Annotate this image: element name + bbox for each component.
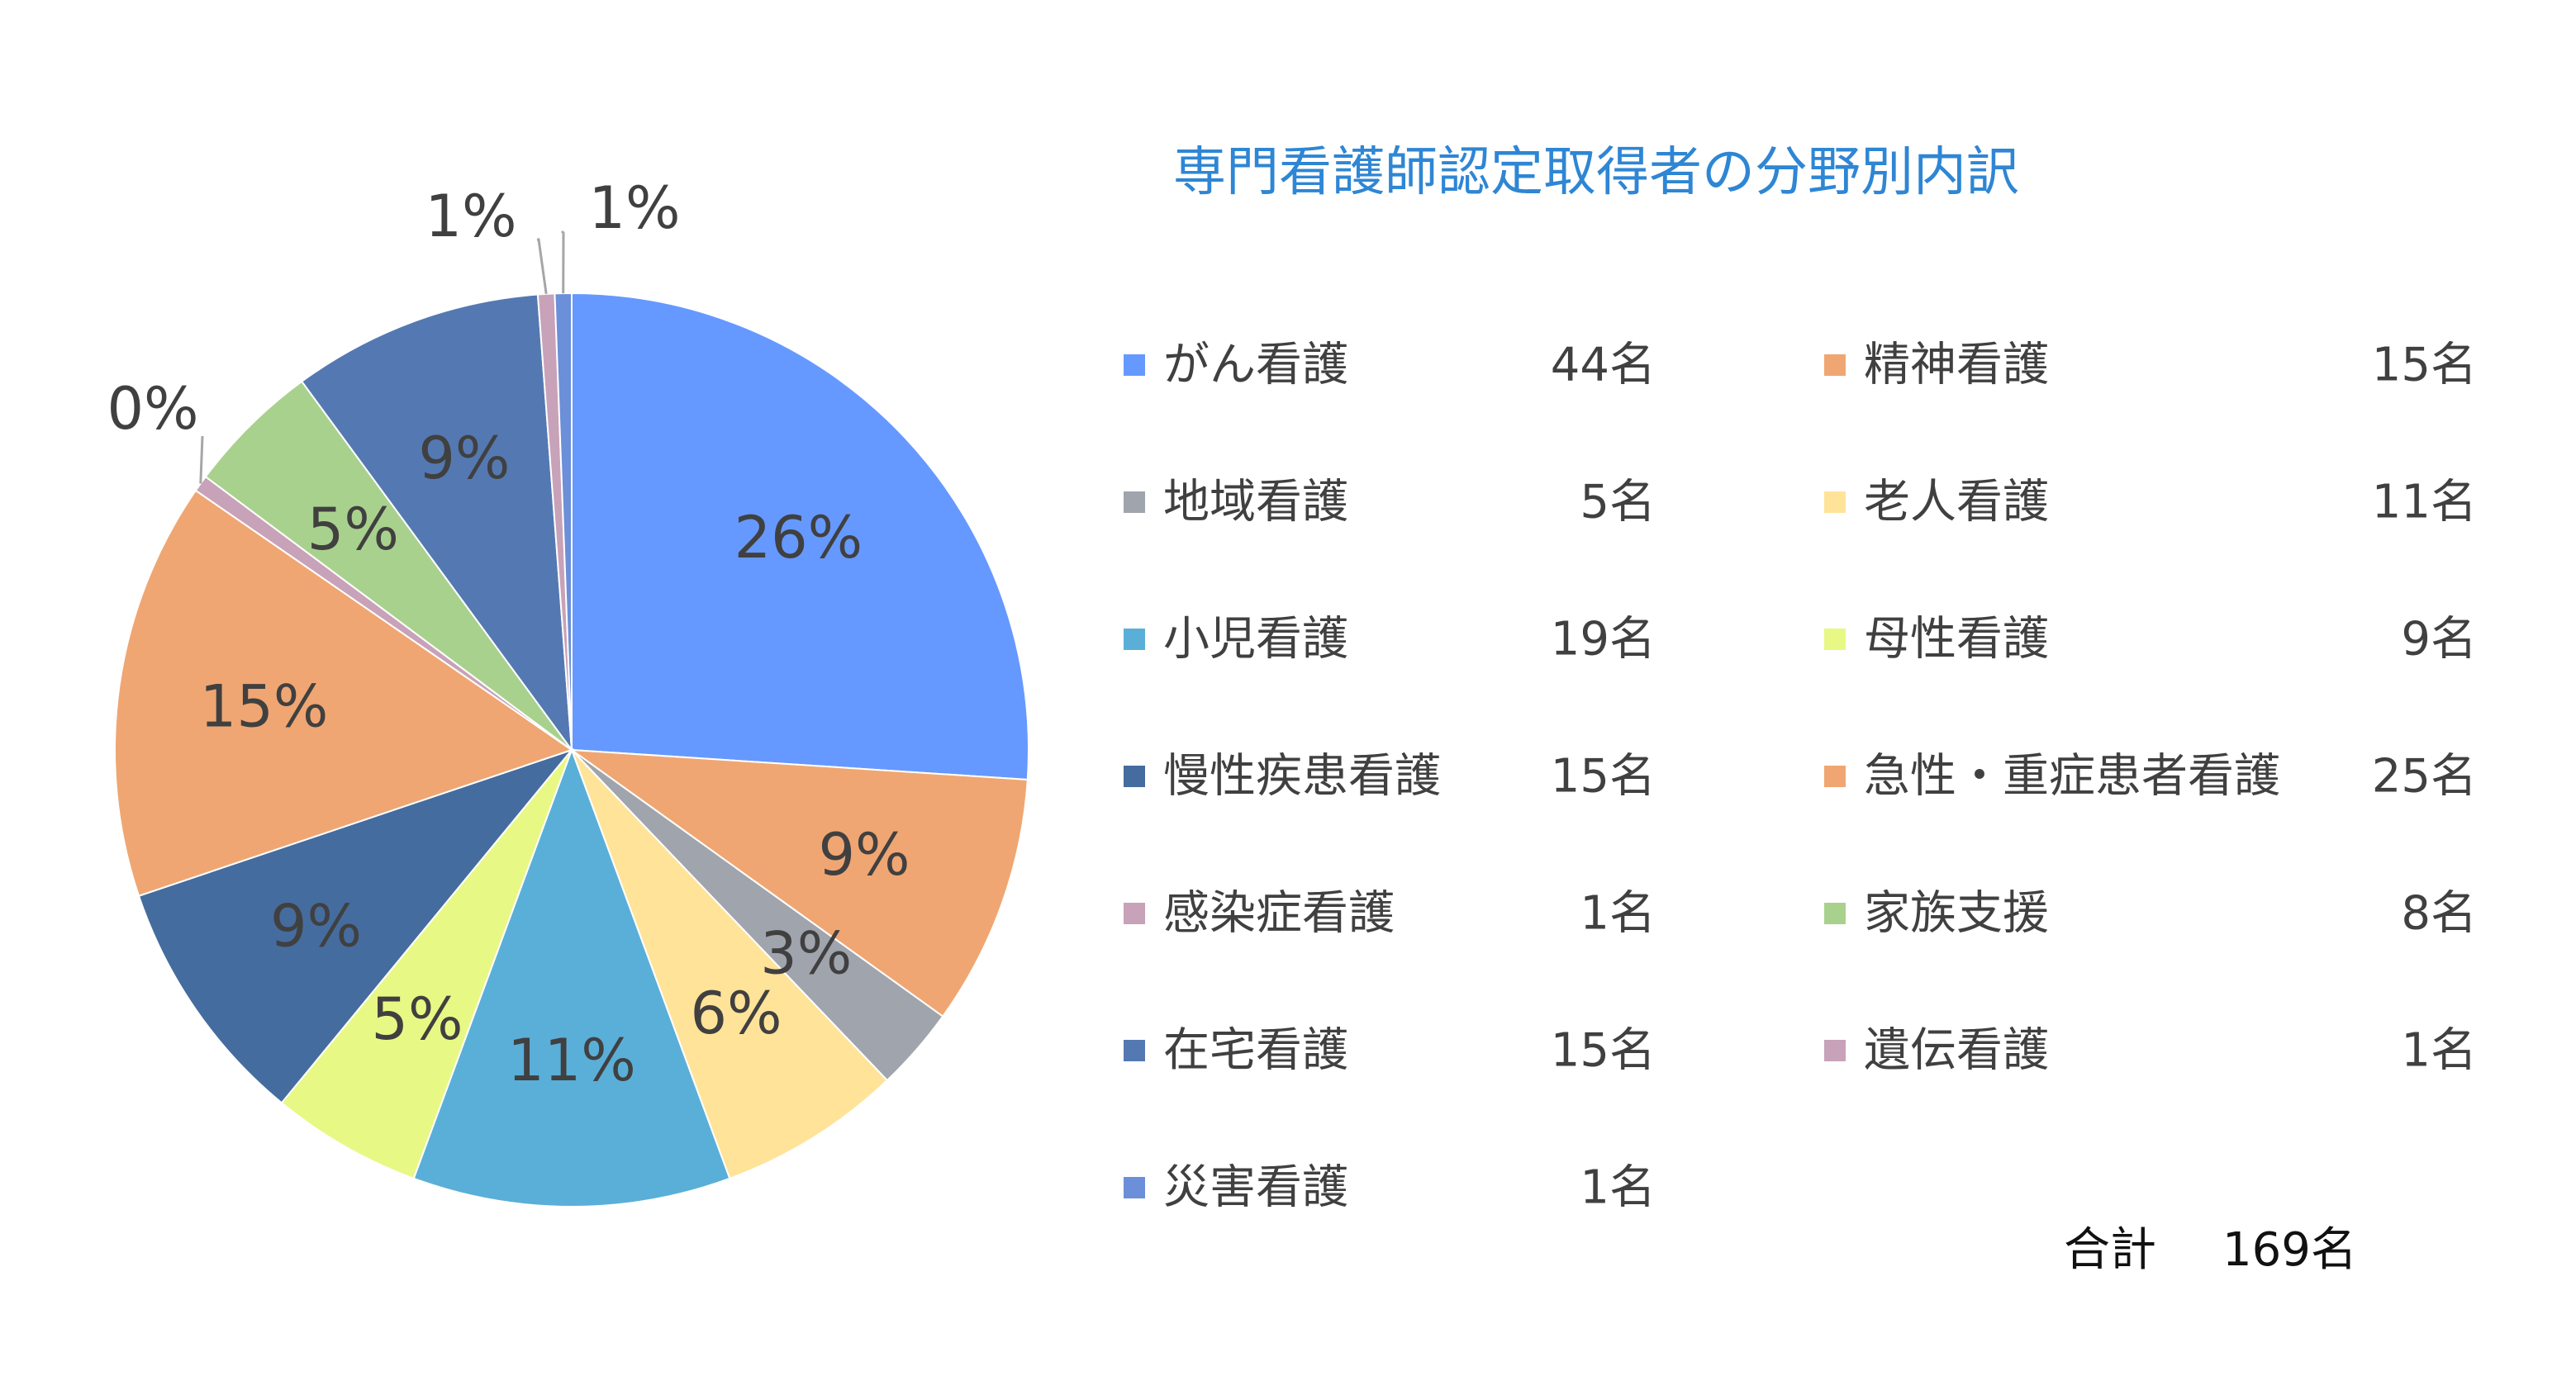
legend-swatch-10 (1824, 903, 1846, 924)
pie-slice-4 (571, 749, 889, 1180)
legend-count-11: 15名 (1551, 1024, 1656, 1078)
legend-item-3: 地域看護 5名 (1124, 476, 1656, 529)
legend-label-8: 急性・重症患者看護 (1864, 750, 2280, 804)
legend-label-11: 在宅看護 (1163, 1024, 1348, 1078)
legend-item-10: 家族支援 8名 (1824, 887, 2477, 941)
legend-item-8: 急性・重症患者看護 25名 (1824, 750, 2477, 804)
pie-slice-6 (280, 749, 573, 1180)
pie-slice-1 (571, 292, 1029, 781)
legend-swatch-12 (1824, 1040, 1846, 1061)
legend-item-9: 感染症看護 1名 (1124, 887, 1656, 941)
legend-label-2: 精神看護 (1864, 339, 2049, 392)
legend-item-1: がん看護 44名 (1124, 339, 1656, 392)
legend-swatch-13 (1124, 1177, 1145, 1198)
pie-slice-11 (300, 293, 573, 753)
legend-count-9: 1名 (1580, 887, 1656, 941)
chart-title: 専門看護師認定取得者の分野別内訳 (1173, 142, 2019, 203)
pie-slice-label-3: 3% (760, 920, 852, 988)
leader-line-9 (199, 435, 204, 484)
pie-slice-label-7: 9% (270, 893, 362, 961)
legend-swatch-1 (1124, 354, 1145, 376)
pie-slice-label-8: 15% (200, 673, 329, 741)
pie-slice-5 (412, 747, 731, 1208)
legend-label-4: 老人看護 (1864, 476, 2049, 529)
legend-count-5: 19名 (1551, 613, 1656, 667)
total-label: 合計 (2064, 1223, 2156, 1277)
pie-slice-label-13: 1% (588, 174, 680, 242)
legend-label-13: 災害看護 (1163, 1161, 1348, 1215)
pie-slice-label-11: 9% (418, 425, 510, 492)
legend-label-3: 地域看護 (1163, 476, 1348, 529)
pie-slice-10 (204, 380, 573, 751)
leader-lines (199, 230, 565, 484)
pie-slice-7 (137, 747, 574, 1104)
legend-swatch-5 (1124, 629, 1145, 650)
pie-slice-2 (568, 748, 1029, 1018)
legend-count-13: 1名 (1580, 1161, 1656, 1215)
legend-count-1: 44名 (1551, 339, 1656, 392)
pie-slice-8 (114, 489, 574, 898)
legend-count-7: 15名 (1551, 750, 1656, 804)
pie-slice-label-2: 9% (818, 821, 910, 889)
legend-swatch-6 (1824, 629, 1846, 650)
pie-slice-label-1: 26% (734, 504, 863, 572)
legend-count-10: 8名 (2401, 887, 2477, 941)
legend-label-1: がん看護 (1163, 339, 1348, 392)
legend-item-6: 母性看護 9名 (1824, 613, 2477, 667)
legend-label-10: 家族支援 (1864, 887, 2049, 941)
pie-slice-label-10: 5% (307, 496, 399, 563)
legend-swatch-9 (1124, 903, 1145, 924)
legend-item-11: 在宅看護 15名 (1124, 1024, 1656, 1078)
total-value: 169名 (2222, 1223, 2357, 1277)
legend-swatch-2 (1824, 354, 1846, 376)
pie-slice-label-4: 6% (690, 980, 782, 1047)
legend-label-5: 小児看護 (1163, 613, 1348, 667)
legend-label-7: 慢性疾患看護 (1163, 750, 1441, 804)
pie-slice-label-6: 5% (371, 985, 463, 1053)
legend-label-12: 遺伝看護 (1864, 1024, 2049, 1078)
leader-line-13 (560, 230, 565, 294)
legend-swatch-3 (1124, 491, 1145, 513)
legend-item-7: 慢性疾患看護 15名 (1124, 750, 1656, 804)
legend-swatch-11 (1124, 1040, 1145, 1061)
legend-label-9: 感染症看護 (1163, 887, 1395, 941)
legend-count-6: 9名 (2401, 613, 2477, 667)
legend-count-12: 1名 (2401, 1024, 2477, 1078)
legend-count-2: 15名 (2372, 339, 2477, 392)
legend-item-4: 老人看護 11名 (1824, 476, 2477, 529)
pie-slice-label-5: 11% (507, 1027, 636, 1094)
legend-item-2: 精神看護 15名 (1824, 339, 2477, 392)
pie-slices (114, 292, 1029, 1208)
slice-percent-labels: 26%9%3%6%11%5%9%15%0%5%9%1% 1% (107, 174, 910, 1094)
leader-line-12 (537, 238, 548, 295)
legend-count-3: 5名 (1580, 476, 1656, 529)
legend-item-12: 遺伝看護 1名 (1824, 1024, 2477, 1078)
legend-swatch-8 (1824, 766, 1846, 787)
legend-item-5: 小児看護 19名 (1124, 613, 1656, 667)
pie-slice-label-12: 1% (425, 183, 516, 250)
legend-label-6: 母性看護 (1864, 613, 2049, 667)
legend-swatch-4 (1824, 491, 1846, 513)
legend-item-13: 災害看護 1名 (1124, 1161, 1656, 1215)
pie-slice-label-9: 0% (107, 375, 198, 443)
legend-swatch-7 (1124, 766, 1145, 787)
legend-count-4: 11名 (2372, 476, 2477, 529)
legend-count-8: 25名 (2372, 750, 2477, 804)
